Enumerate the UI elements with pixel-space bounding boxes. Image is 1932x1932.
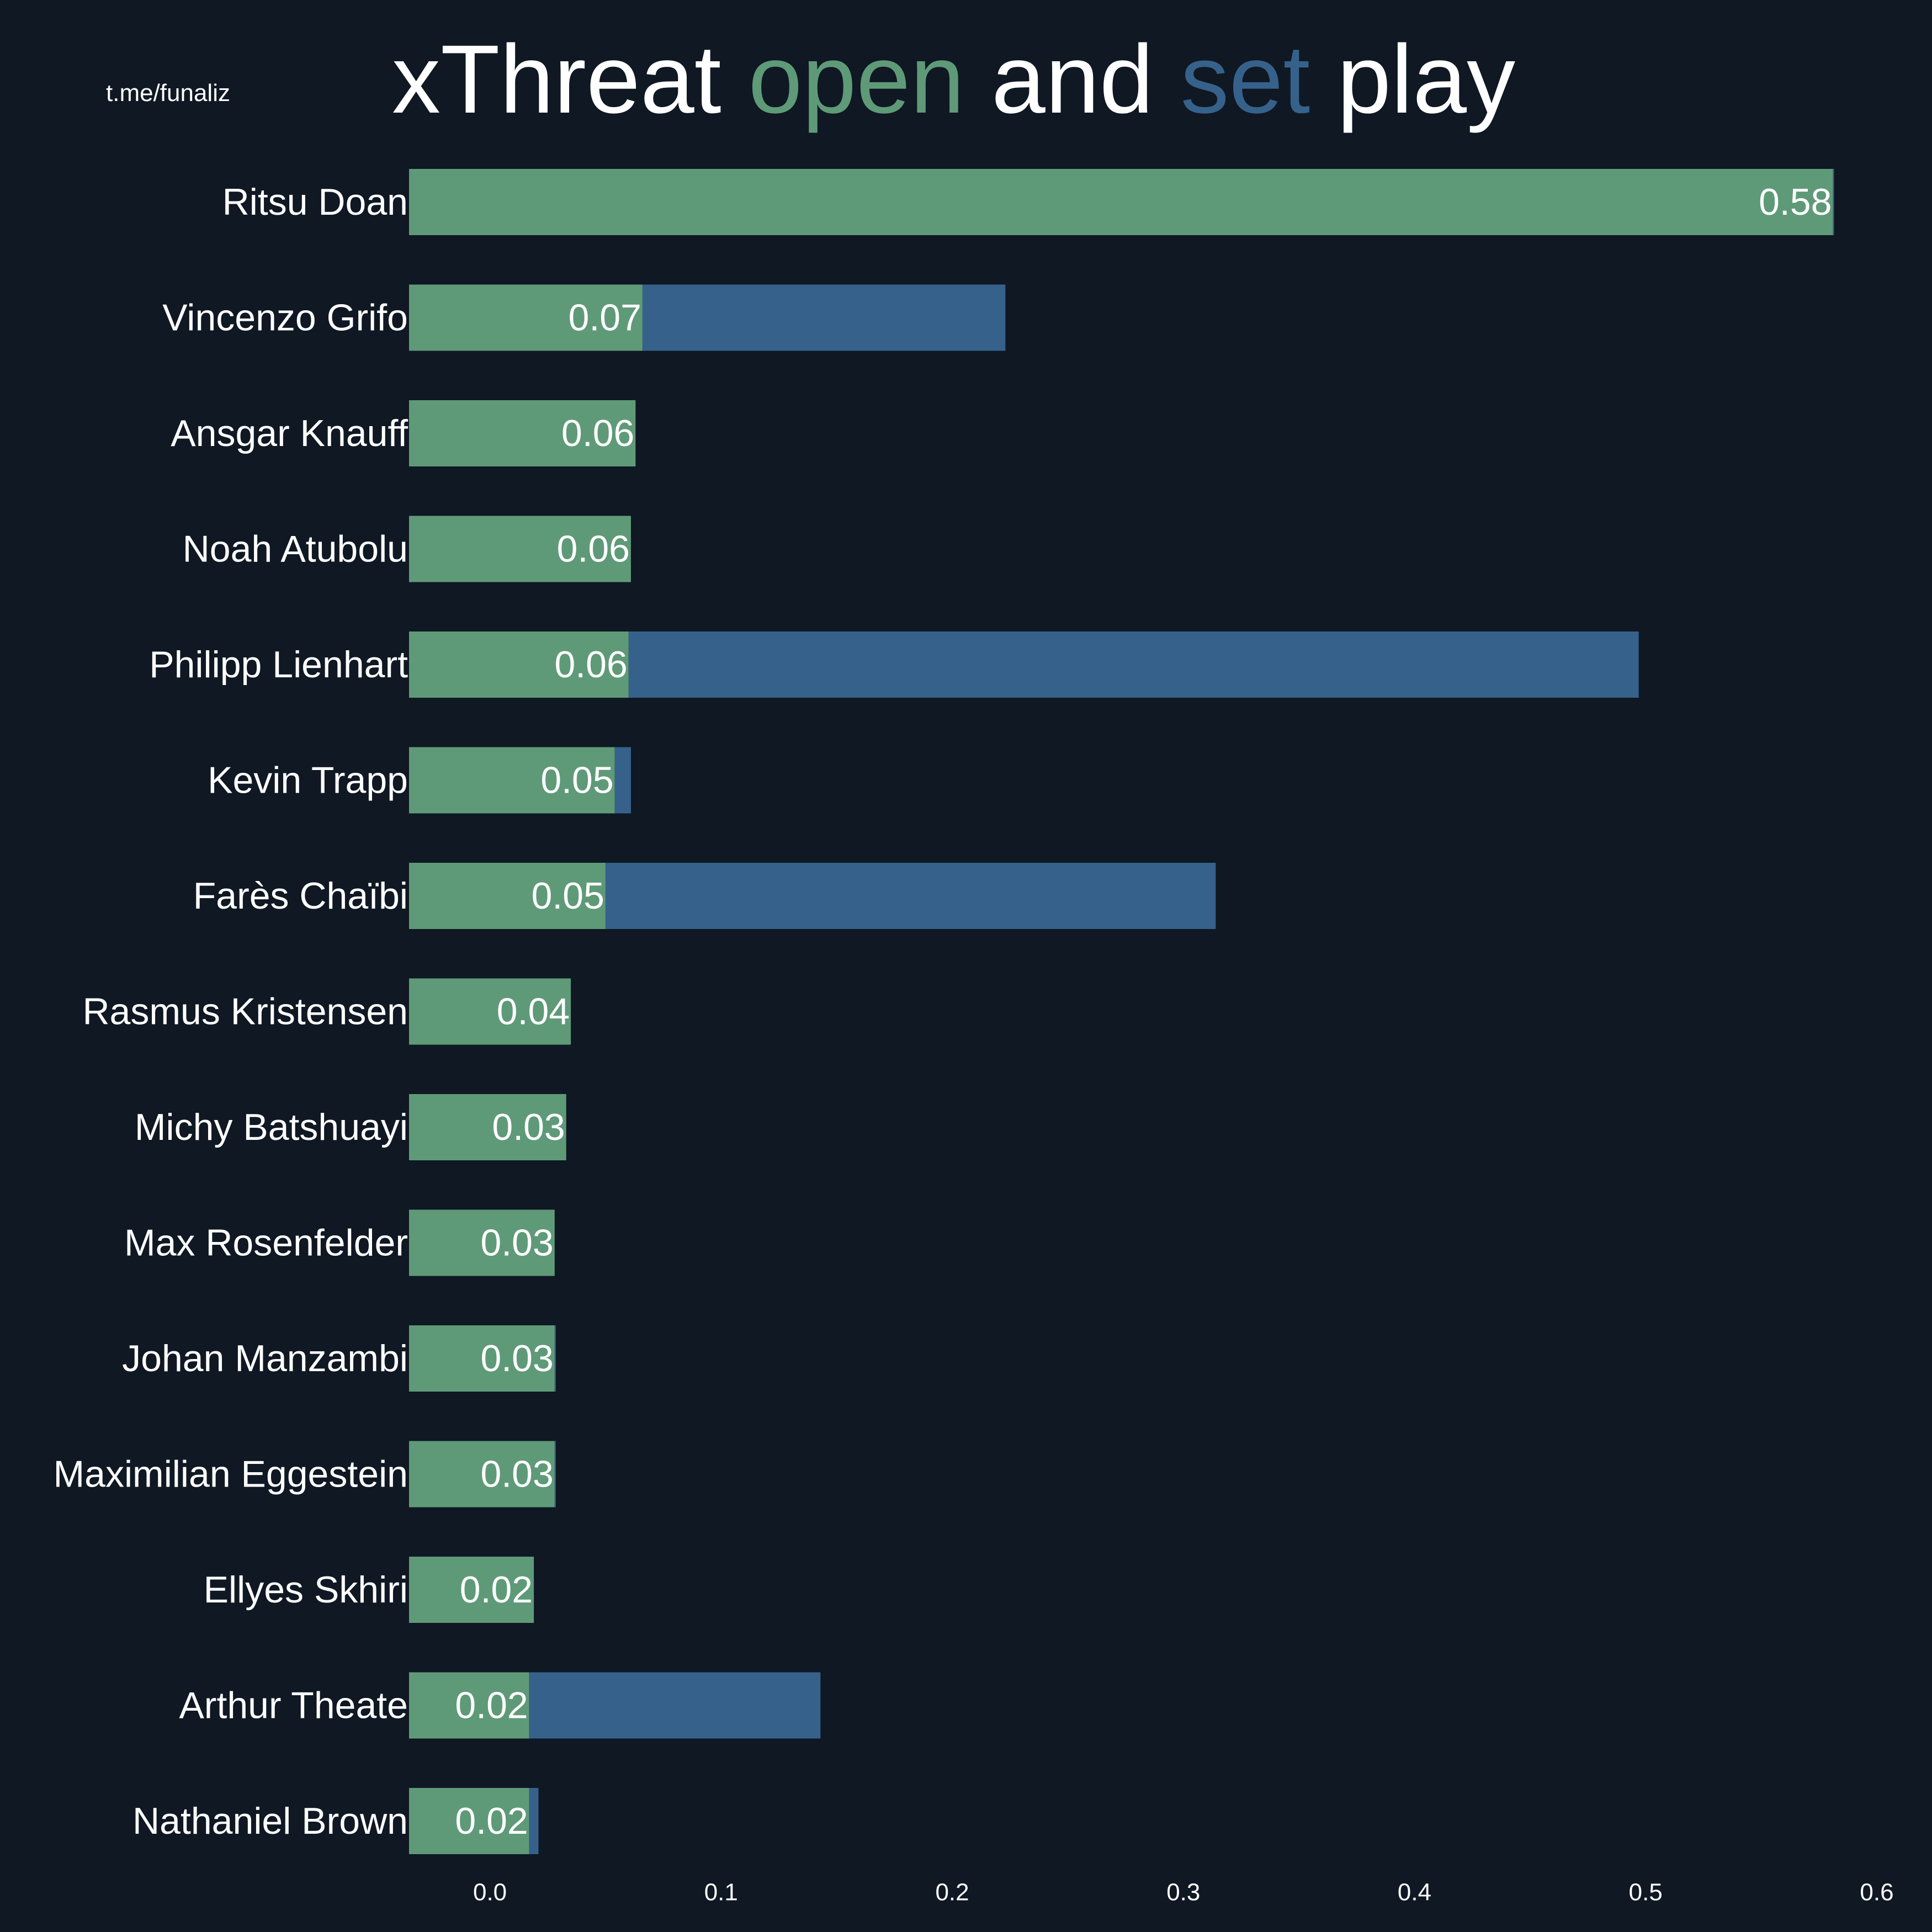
x-tick-label-3: 0.3 [1166,1879,1200,1906]
title-part-play: play [1310,25,1516,134]
value-label-0: 0.58 [1759,181,1832,223]
bar-open-10 [409,1325,555,1392]
bar-open-2 [409,400,636,466]
bar-set-0 [1833,169,1834,235]
x-tick-label-6: 0.6 [1860,1879,1893,1906]
chart-title: xThreat open and set play [392,24,1515,135]
bar-open-8 [409,1094,566,1160]
value-label-12: 0.02 [460,1569,533,1611]
bar-open-6 [409,863,606,929]
bar-set-14 [529,1788,539,1854]
player-label-11: Maximilian Eggestein [53,1453,408,1495]
value-label-4: 0.06 [554,644,627,686]
player-label-14: Nathaniel Brown [132,1800,408,1842]
value-label-5: 0.05 [540,760,613,802]
player-label-2: Ansgar Knauff [171,412,408,454]
value-label-14: 0.02 [455,1800,528,1842]
title-part-and: and [964,25,1181,134]
player-label-13: Arthur Theate [179,1685,408,1727]
bar-open-13 [409,1672,529,1739]
value-label-2: 0.06 [561,412,634,454]
bar-open-12 [409,1557,534,1623]
player-label-12: Ellyes Skhiri [204,1569,408,1611]
value-label-7: 0.04 [497,991,570,1033]
bar-set-4 [628,631,1639,698]
value-label-10: 0.03 [480,1337,553,1379]
player-label-8: Michy Batshuayi [135,1106,408,1148]
value-label-6: 0.05 [532,875,604,917]
x-tick-label-0: 0.0 [473,1879,507,1906]
player-label-0: Ritsu Doan [222,181,408,223]
player-label-7: Rasmus Kristensen [82,991,408,1033]
value-label-13: 0.02 [455,1685,528,1727]
bar-set-10 [554,1325,556,1392]
bar-set-11 [554,1441,556,1508]
bar-open-14 [409,1788,529,1854]
watermark-text: t.me/funaliz [106,79,230,107]
player-label-3: Noah Atubolu [183,528,408,570]
player-label-9: Max Rosenfelder [124,1222,408,1264]
x-tick-label-1: 0.1 [704,1879,738,1906]
bar-set-13 [529,1672,821,1739]
x-tick-label-4: 0.4 [1398,1879,1431,1906]
bar-open-7 [409,978,571,1045]
bar-set-6 [605,863,1216,929]
value-label-3: 0.06 [557,528,630,570]
value-label-1: 0.07 [569,297,641,339]
bar-open-4 [409,631,629,698]
bar-set-5 [614,747,631,814]
player-label-6: Farès Chaïbi [193,875,408,917]
title-part-xthreat: xThreat [392,25,749,134]
title-part-open: open [748,25,965,134]
x-tick-label-2: 0.2 [935,1879,969,1906]
bar-open-1 [409,284,643,351]
bar-open-0 [409,169,1833,235]
bar-set-1 [642,284,1006,351]
title-part-set: set [1180,25,1310,134]
player-label-4: Philipp Lienhart [149,644,408,686]
value-label-11: 0.03 [480,1453,553,1495]
bar-open-3 [409,516,631,582]
bar-open-9 [409,1209,555,1276]
value-label-8: 0.03 [492,1106,565,1148]
player-label-10: Johan Manzambi [122,1337,408,1379]
bar-open-5 [409,747,615,814]
value-label-9: 0.03 [480,1222,553,1264]
player-label-1: Vincenzo Grifo [162,297,408,339]
bar-open-11 [409,1441,555,1508]
player-label-5: Kevin Trapp [208,760,408,802]
x-tick-label-5: 0.5 [1629,1879,1663,1906]
